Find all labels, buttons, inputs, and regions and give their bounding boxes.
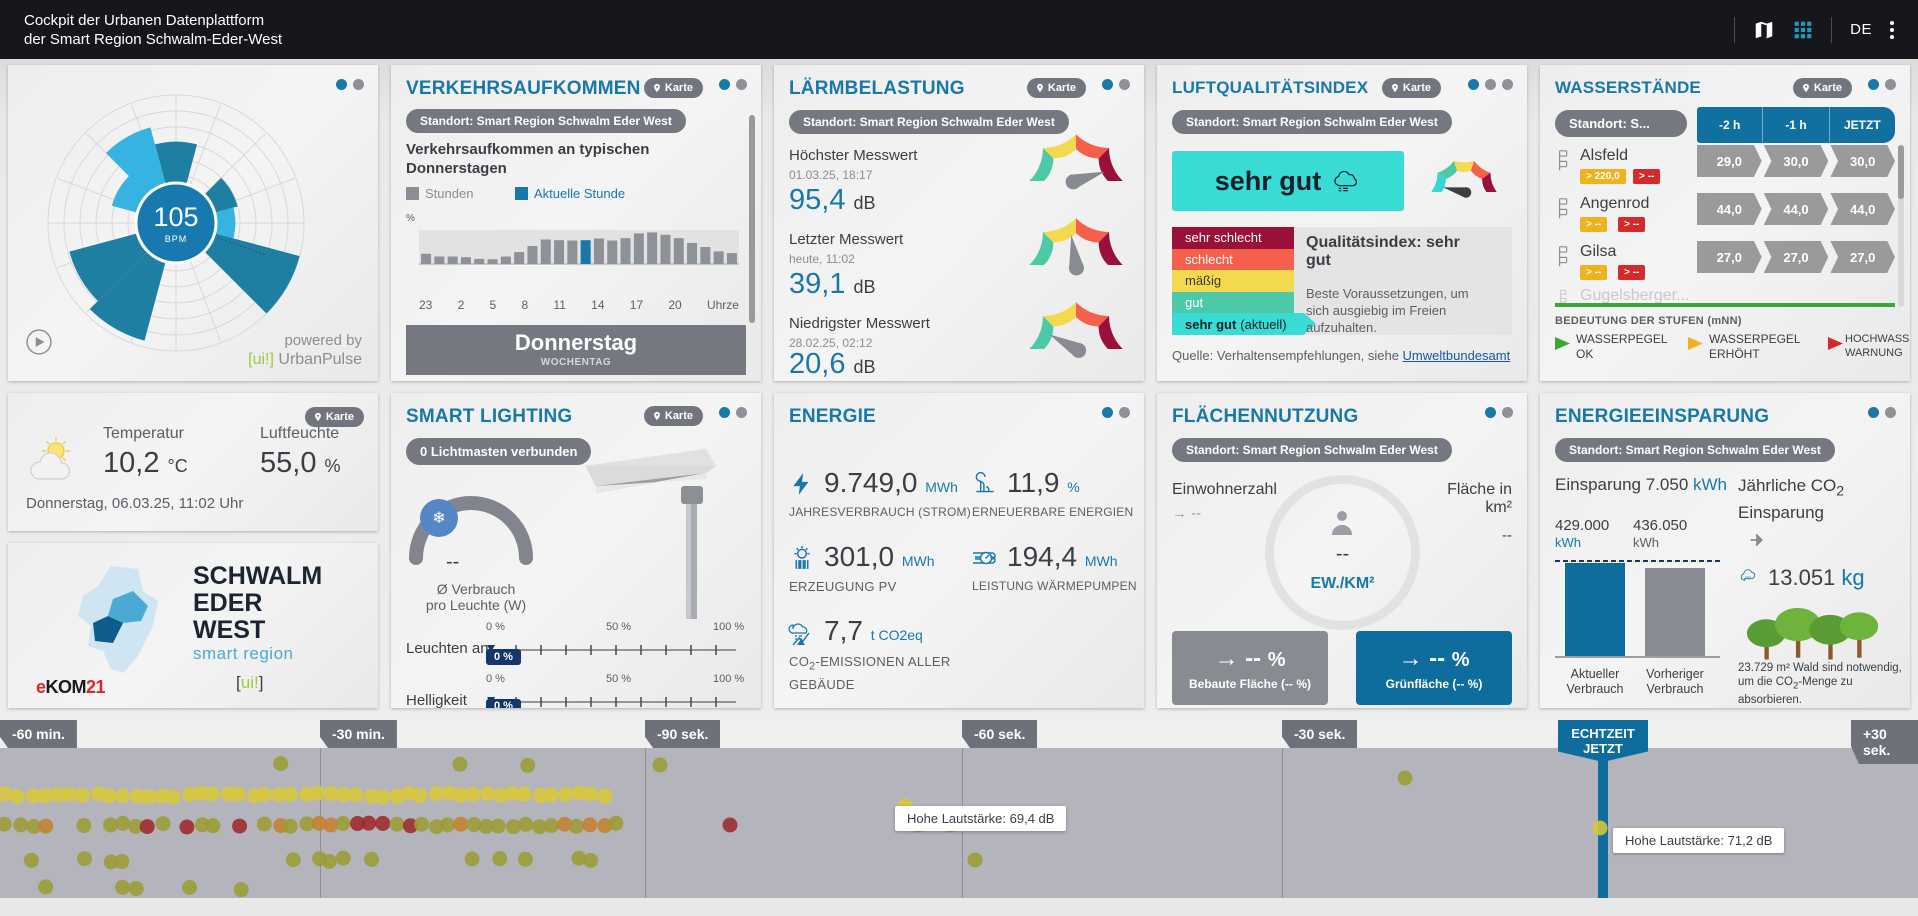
svg-text:BPM: BPM (165, 234, 188, 244)
svg-text:❄: ❄ (432, 510, 445, 527)
svg-text:CO2: CO2 (1745, 576, 1751, 580)
svg-text:105: 105 (153, 202, 198, 232)
